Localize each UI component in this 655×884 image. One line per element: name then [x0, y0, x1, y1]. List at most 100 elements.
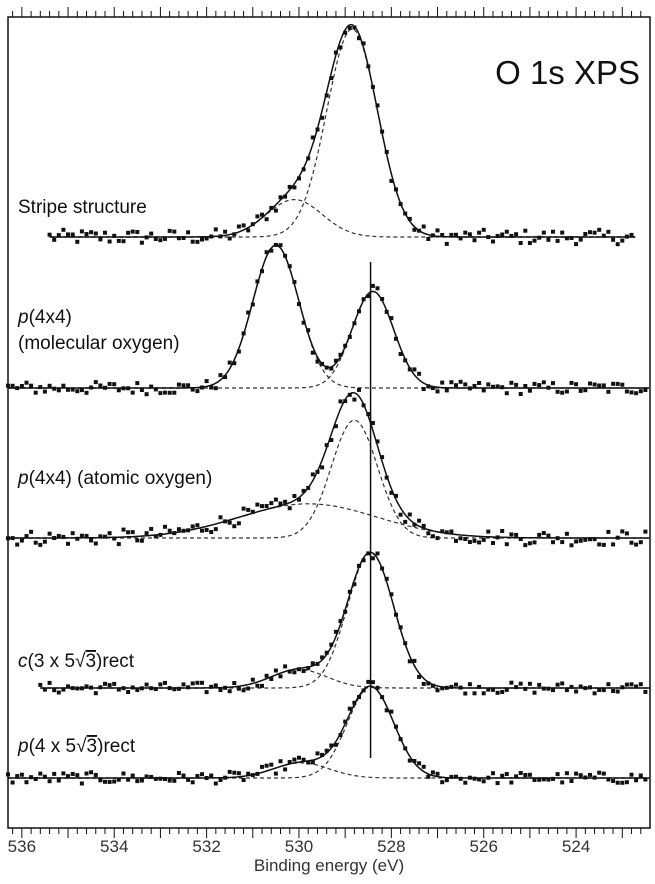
data-point	[107, 381, 112, 386]
data-point	[569, 779, 574, 783]
data-point	[223, 775, 228, 780]
data-point	[426, 774, 431, 779]
data-point	[329, 76, 334, 81]
data-point	[560, 540, 565, 545]
data-point	[223, 685, 228, 690]
data-point	[301, 757, 306, 762]
data-point	[629, 390, 634, 395]
data-point	[564, 236, 569, 241]
data-point	[75, 773, 80, 778]
data-point	[190, 239, 195, 244]
data-point	[61, 227, 66, 232]
data-point	[213, 781, 218, 786]
data-point	[172, 531, 177, 536]
data-point	[555, 682, 560, 687]
data-point	[176, 771, 181, 775]
data-point	[278, 674, 283, 679]
data-point	[93, 773, 98, 777]
data-point	[601, 542, 606, 547]
data-point	[357, 563, 361, 568]
data-point	[463, 382, 468, 387]
data-point	[103, 230, 107, 235]
data-point	[463, 230, 468, 235]
data-point	[606, 529, 611, 534]
data-point	[98, 383, 103, 388]
data-point	[444, 241, 449, 246]
data-point	[320, 465, 325, 470]
x-tick-label: 532	[192, 837, 220, 856]
data-point	[15, 542, 20, 547]
data-point	[518, 681, 523, 686]
data-point	[495, 535, 500, 540]
data-point	[79, 686, 84, 691]
data-point	[343, 609, 348, 614]
data-point	[504, 687, 509, 692]
data-point	[574, 382, 579, 387]
data-point	[615, 381, 620, 386]
spectrum-1	[47, 23, 637, 247]
data-point	[255, 502, 260, 507]
data-point	[426, 681, 431, 686]
data-point	[403, 358, 408, 363]
data-point	[292, 757, 297, 762]
data-point	[541, 531, 546, 535]
data-point	[84, 390, 89, 395]
data-point	[467, 775, 472, 780]
data-point	[361, 41, 366, 46]
data-point	[139, 240, 144, 245]
data-point	[634, 778, 639, 783]
data-point	[320, 361, 325, 366]
data-point	[357, 695, 361, 699]
data-point	[430, 534, 435, 539]
data-point	[195, 389, 200, 394]
data-point	[75, 536, 80, 541]
data-point	[89, 685, 94, 690]
label-c3: c(3 x 5√3)rect	[18, 651, 135, 672]
data-point	[153, 237, 158, 241]
data-point	[236, 521, 241, 526]
data-point	[260, 683, 264, 688]
data-point	[592, 230, 597, 235]
data-point	[144, 682, 149, 687]
data-point	[403, 641, 408, 646]
data-point	[477, 540, 482, 545]
data-point	[333, 424, 338, 429]
data-point	[417, 228, 422, 233]
data-point	[176, 236, 181, 241]
data-point	[93, 231, 98, 236]
data-point	[514, 774, 519, 779]
data-point	[223, 519, 228, 524]
data-point	[333, 50, 338, 55]
data-point	[176, 686, 181, 691]
data-point	[412, 759, 417, 763]
data-point	[103, 534, 107, 539]
data-point	[458, 536, 463, 541]
data-point	[61, 383, 66, 388]
x-tick-label: 536	[8, 837, 36, 856]
spectra-group	[6, 23, 650, 786]
data-point	[467, 386, 472, 391]
data-point	[421, 224, 426, 229]
data-point	[527, 772, 532, 777]
data-point	[200, 237, 204, 242]
data-point	[343, 343, 348, 348]
data-point	[149, 526, 154, 531]
data-point	[260, 764, 264, 769]
data-point	[269, 248, 274, 253]
data-point	[264, 217, 269, 222]
data-point	[29, 529, 34, 534]
data-point	[417, 371, 422, 376]
data-point	[394, 612, 398, 617]
data-point	[370, 84, 375, 89]
x-tick-label: 526	[470, 837, 498, 856]
data-point	[260, 504, 264, 509]
label-c3-prefix: c	[18, 651, 28, 672]
data-point	[264, 673, 269, 678]
data-point	[246, 686, 251, 691]
chart-title: O 1s XPS	[495, 54, 640, 91]
data-point	[204, 528, 209, 532]
data-point	[449, 684, 454, 689]
data-point	[338, 352, 343, 357]
data-point	[250, 677, 255, 682]
data-point	[366, 679, 371, 684]
